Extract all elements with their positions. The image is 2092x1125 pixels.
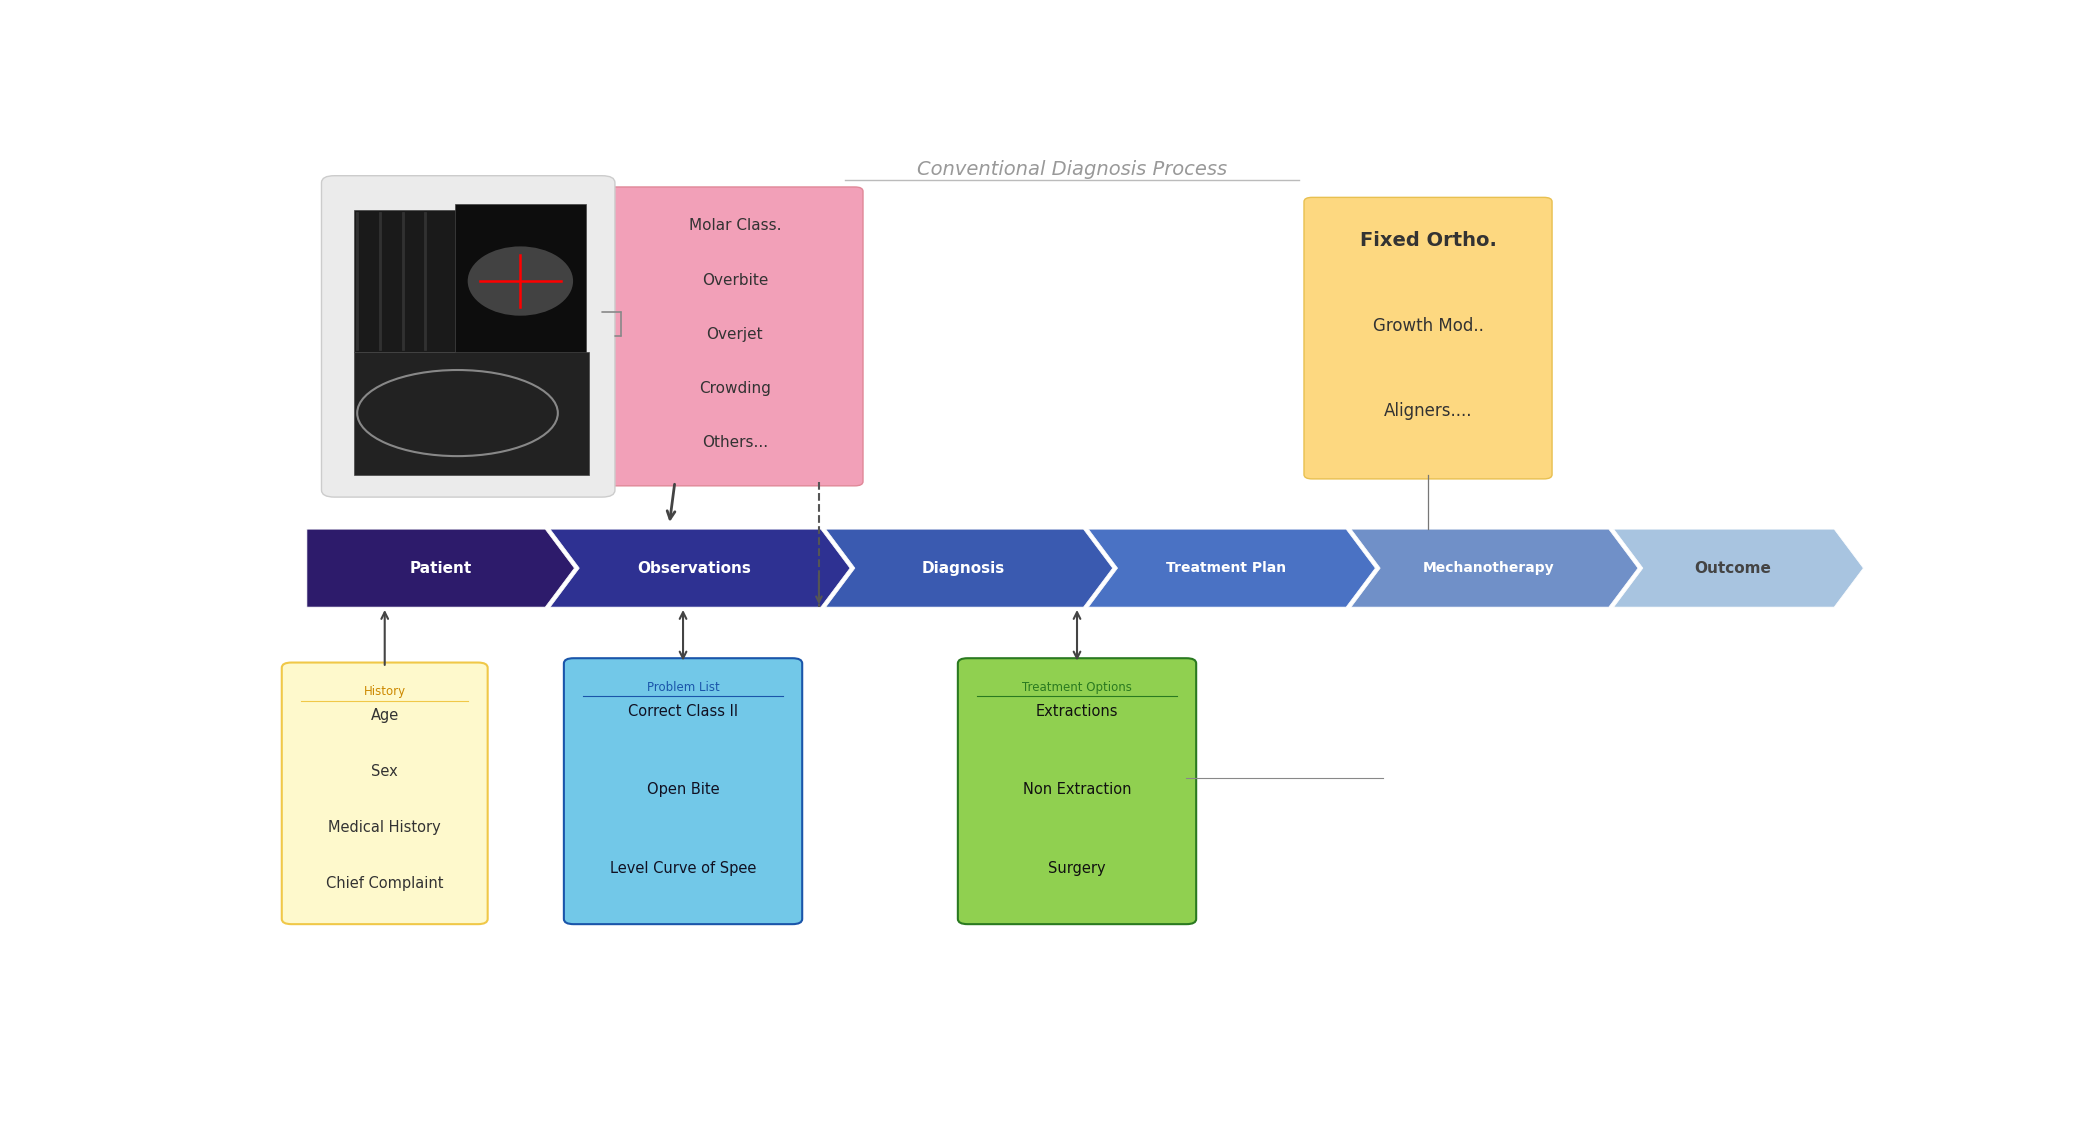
Text: Conventional Diagnosis Process: Conventional Diagnosis Process [916,160,1228,179]
Text: Mechanotherapy: Mechanotherapy [1423,561,1554,575]
Text: Overbite: Overbite [701,272,768,288]
Text: Fixed Ortho.: Fixed Ortho. [1360,231,1496,250]
Text: Medical History: Medical History [328,820,441,835]
FancyBboxPatch shape [607,187,864,486]
Polygon shape [308,529,575,608]
FancyBboxPatch shape [282,663,487,924]
Text: Crowding: Crowding [699,381,770,396]
FancyBboxPatch shape [1303,197,1552,479]
FancyBboxPatch shape [565,658,801,924]
FancyBboxPatch shape [958,658,1197,924]
Text: Treatment Options: Treatment Options [1023,681,1132,694]
Text: Non Extraction: Non Extraction [1023,782,1132,798]
FancyBboxPatch shape [354,210,456,352]
Text: History: History [364,685,406,699]
Polygon shape [550,529,849,608]
Ellipse shape [469,246,573,316]
Text: Patient: Patient [410,560,473,576]
Text: Surgery: Surgery [1048,861,1107,875]
Text: Correct Class II: Correct Class II [628,703,738,719]
Text: Open Bite: Open Bite [646,782,720,798]
Text: Level Curve of Spee: Level Curve of Spee [611,861,755,875]
FancyBboxPatch shape [454,204,586,358]
Text: Treatment Plan: Treatment Plan [1165,561,1287,575]
Text: Others...: Others... [701,435,768,450]
Text: Growth Mod..: Growth Mod.. [1372,317,1483,335]
Polygon shape [1088,529,1374,608]
Text: Extractions: Extractions [1036,703,1119,719]
Text: Problem List: Problem List [646,681,720,694]
Text: Chief Complaint: Chief Complaint [326,876,444,891]
Polygon shape [1613,529,1864,608]
Text: Observations: Observations [638,560,751,576]
Text: Aligners....: Aligners.... [1383,402,1473,420]
FancyBboxPatch shape [322,176,615,497]
Text: Sex: Sex [372,764,397,780]
Polygon shape [826,529,1113,608]
Polygon shape [1351,529,1638,608]
Text: Diagnosis: Diagnosis [923,560,1004,576]
Text: Outcome: Outcome [1695,560,1772,576]
Text: Molar Class.: Molar Class. [688,218,780,234]
Text: Overjet: Overjet [707,326,764,342]
FancyBboxPatch shape [354,351,590,475]
Text: Age: Age [370,708,400,723]
